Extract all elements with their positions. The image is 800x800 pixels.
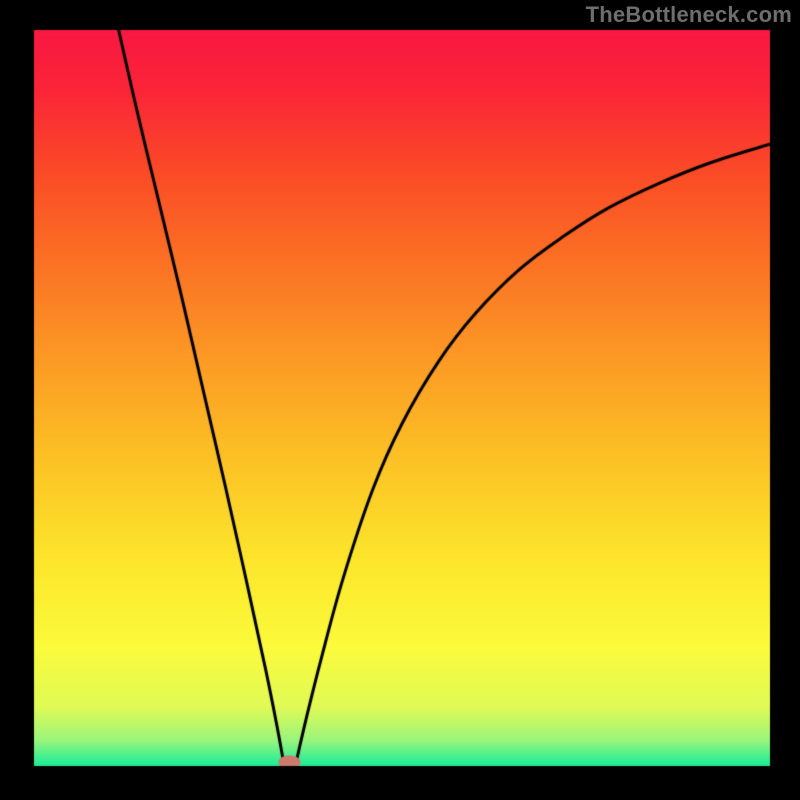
chart-root: TheBottleneck.com: [0, 0, 800, 800]
watermark-text: TheBottleneck.com: [586, 2, 792, 28]
bottleneck-chart-canvas: [0, 0, 800, 800]
